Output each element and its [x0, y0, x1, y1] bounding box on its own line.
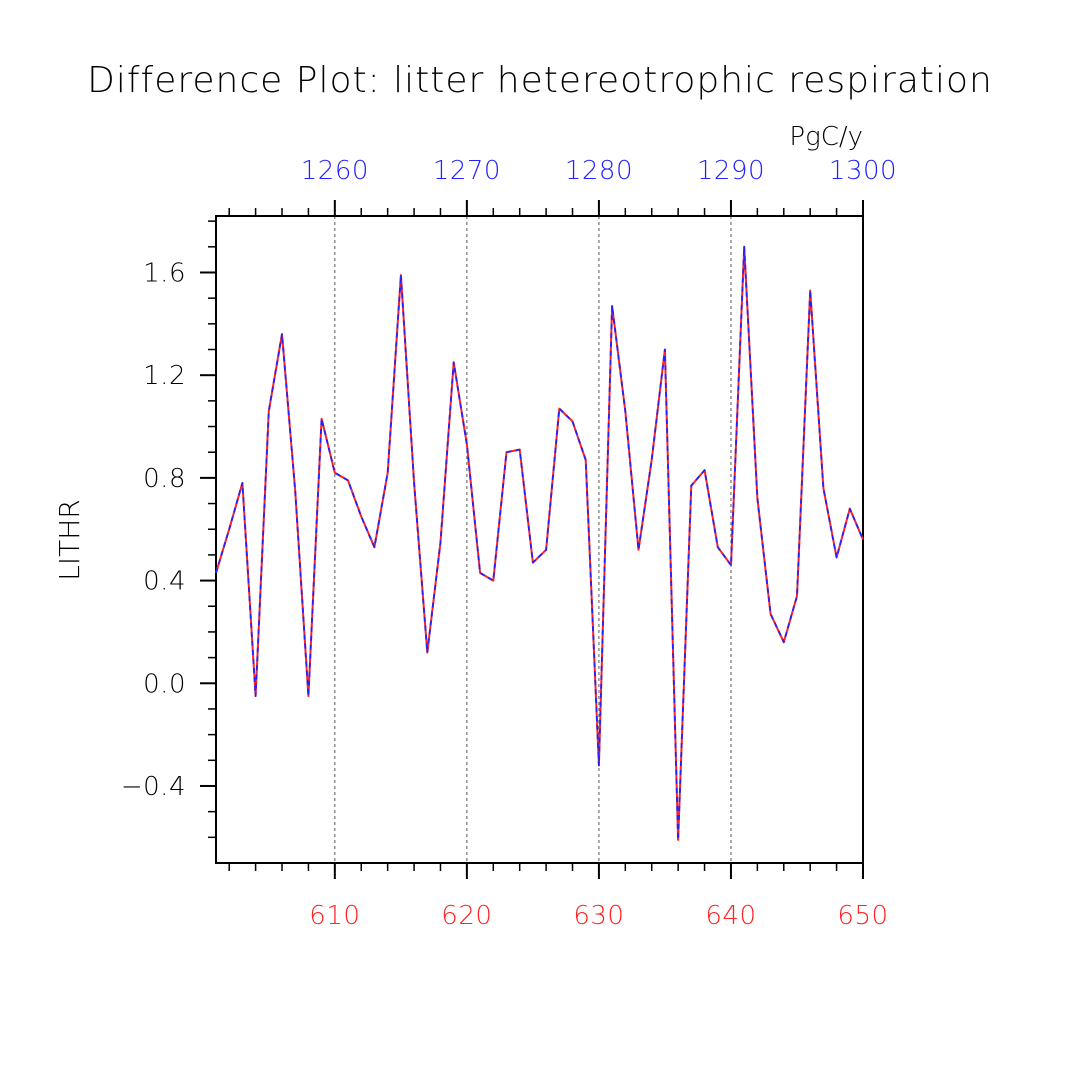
plot-frame — [215, 215, 864, 864]
x-tick-label-bottom: 650 — [837, 901, 888, 931]
y-tick-label: 0.0 — [143, 669, 186, 699]
x-tick-label-top: 1280 — [565, 156, 633, 186]
x-tick-label-top: 1270 — [433, 156, 501, 186]
x-tick-label-top: 1260 — [301, 156, 369, 186]
y-axis-label: LITHR — [53, 499, 86, 580]
x-tick-label-bottom: 620 — [441, 901, 492, 931]
y-tick-label: 1.6 — [143, 258, 186, 288]
y-tick-label: 0.8 — [143, 464, 186, 494]
x-tick-label-bottom: 640 — [705, 901, 756, 931]
y-tick-label: −0.4 — [121, 772, 186, 802]
plot-layer: 610 620 630 640 650 1260 1270 1280 1290 1300 −0.4 0… — [121, 156, 897, 931]
y-tick-label: 0.4 — [143, 567, 186, 597]
chart-title: Difference Plot: litter hetereotrophic r… — [87, 60, 993, 101]
series-line-2 — [215, 245, 864, 841]
x-tick-label-top: 1300 — [829, 156, 897, 186]
x-tick-label-bottom: 630 — [573, 901, 624, 931]
y-tick-label: 1.2 — [143, 361, 186, 391]
x-tick-label-top: 1290 — [697, 156, 765, 186]
x-tick-label-bottom: 610 — [309, 901, 360, 931]
units-label: PgC/y — [789, 122, 863, 152]
series-line-1 — [215, 245, 864, 841]
